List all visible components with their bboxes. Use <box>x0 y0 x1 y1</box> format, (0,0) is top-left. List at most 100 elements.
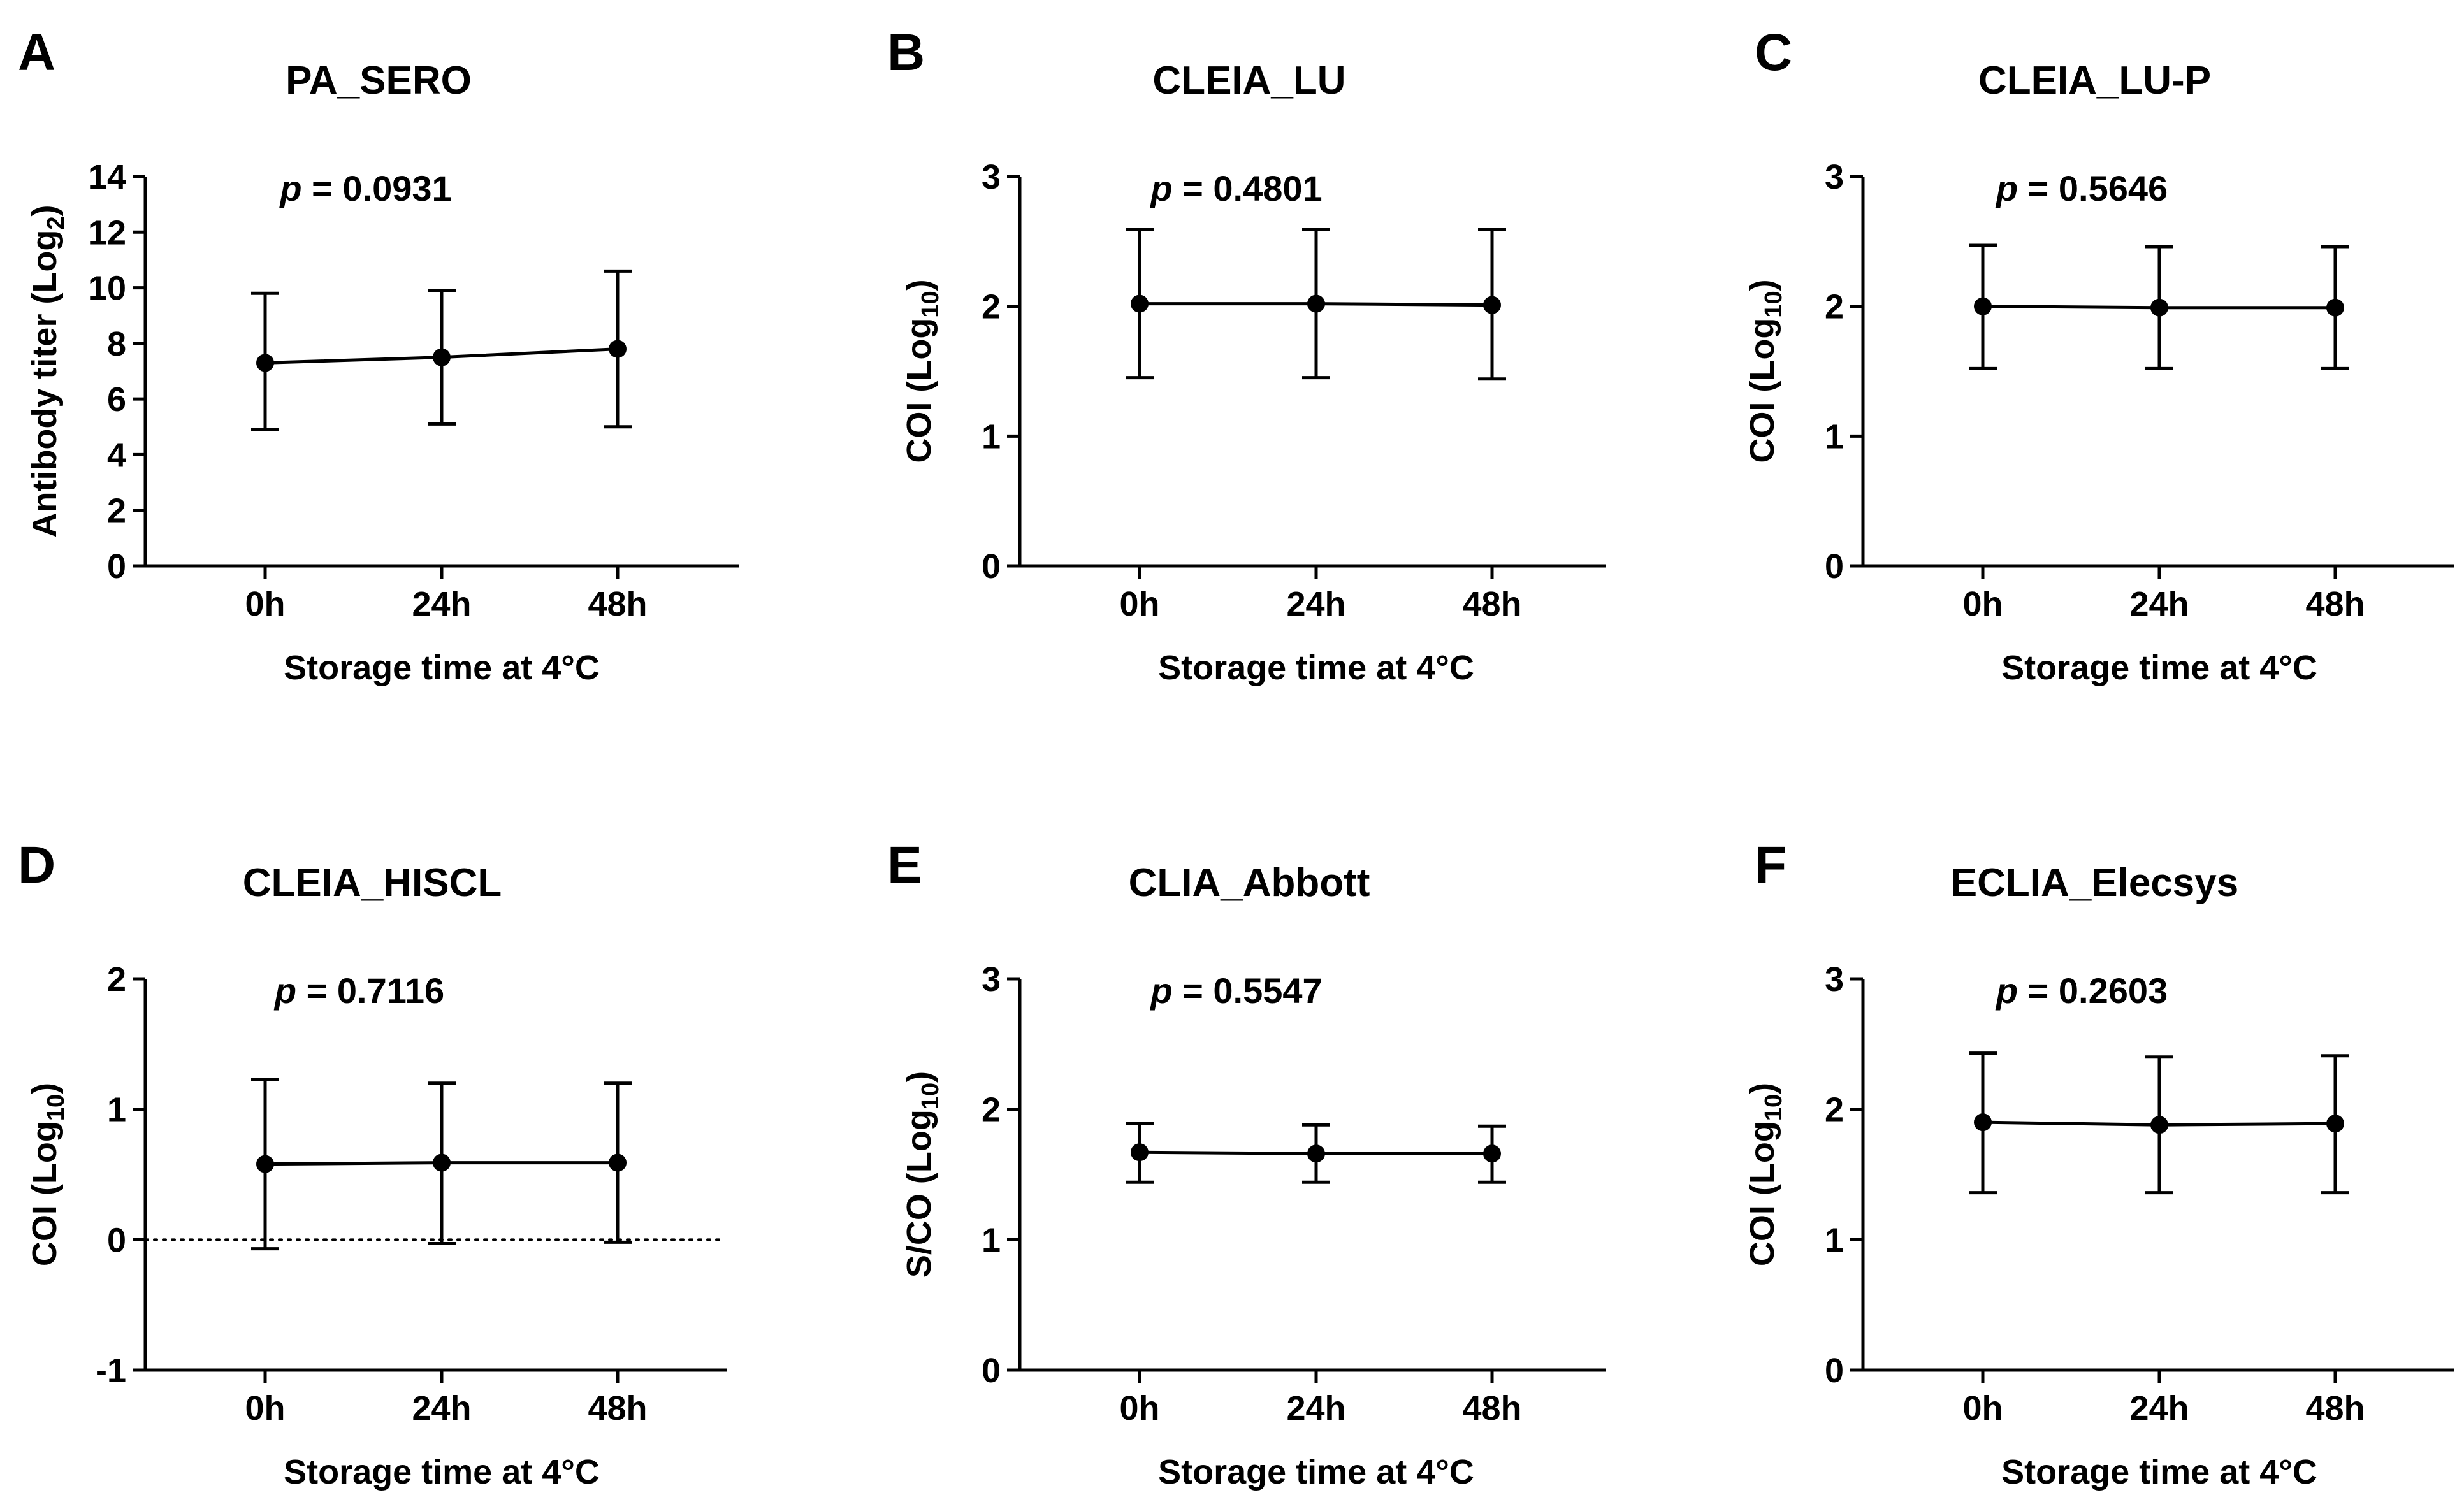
chart-title: CLEIA_HISCL <box>243 861 502 905</box>
y-tick-label: 0 <box>1825 1352 1844 1390</box>
data-point <box>1974 1113 1992 1132</box>
y-tick-label: 10 <box>88 270 126 308</box>
y-tick-label: 2 <box>982 1091 1001 1129</box>
data-point <box>609 340 627 358</box>
x-tick-label: 0h <box>1962 585 2003 623</box>
chart-title: CLEIA_LU <box>1152 59 1345 103</box>
y-tick-label: 1 <box>1825 417 1844 456</box>
panel-letter: E <box>887 836 922 894</box>
y-axis-label-main: COI (Log <box>25 1121 64 1266</box>
y-axis-label-subscript: 10 <box>917 1083 944 1109</box>
y-tick-label: -1 <box>96 1352 126 1390</box>
y-axis-label: COI (Log10) <box>25 1083 69 1266</box>
data-point <box>1131 1143 1149 1162</box>
chart-panel-b: B CLEIA_LUp = 0.4801 0 1 2 3 0h 24h 48h Storage t… <box>887 24 1606 687</box>
y-tick-label: 0 <box>107 547 126 586</box>
data-point <box>609 1153 627 1172</box>
y-tick-label: 3 <box>982 158 1001 196</box>
y-tick-label: 0 <box>982 547 1001 586</box>
y-axis-label-end: ) <box>1743 1083 1781 1094</box>
y-tick-label: 4 <box>107 436 126 474</box>
p-value-text: = 0.5646 <box>2018 168 2168 208</box>
y-tick-label: 3 <box>1825 158 1844 196</box>
x-tick-label: 24h <box>2129 1389 2189 1427</box>
x-axis-label: Storage time at 4°C <box>1158 1453 1474 1491</box>
chart-title: CLIA_Abbott <box>1129 861 1370 905</box>
y-axis-label-subscript: 10 <box>917 291 944 317</box>
x-tick-label: 48h <box>2305 1389 2365 1427</box>
p-value-annotation: p = 0.0931 <box>279 168 451 208</box>
y-axis-label-subscript: 2 <box>43 216 69 229</box>
panel-letter: D <box>18 836 55 894</box>
p-value-annotation: p = 0.4801 <box>1149 168 1322 208</box>
x-axis-label: Storage time at 4°C <box>284 649 600 687</box>
y-tick-label: 0 <box>107 1221 126 1259</box>
x-tick-label: 24h <box>1286 585 1345 623</box>
y-tick-label: 3 <box>982 960 1001 999</box>
y-tick-label: 3 <box>1825 960 1844 999</box>
y-axis-label-subscript: 10 <box>43 1094 69 1121</box>
x-tick-label: 48h <box>588 585 647 623</box>
y-tick-label: 6 <box>107 380 126 419</box>
y-axis-label-end: ) <box>1743 279 1781 291</box>
y-axis-label-main: COI (Log <box>900 318 938 463</box>
p-value-text: = 0.0931 <box>302 168 452 208</box>
x-tick-label: 24h <box>2129 585 2189 623</box>
p-value-annotation: p = 0.2603 <box>1995 971 2168 1011</box>
y-axis-label: S/CO (Log10) <box>900 1071 944 1278</box>
data-point <box>433 348 451 366</box>
y-tick-label: 1 <box>982 1221 1001 1259</box>
p-value-text: = 0.4801 <box>1173 168 1323 208</box>
y-axis-label-end: ) <box>25 205 64 216</box>
data-point <box>1307 294 1325 313</box>
p-value-symbol: p <box>273 971 296 1011</box>
y-tick-label: 2 <box>107 492 126 530</box>
y-tick-label: 14 <box>88 158 126 196</box>
data-point <box>1307 1144 1325 1163</box>
y-axis-label-end: ) <box>900 279 938 291</box>
panel-letter: A <box>18 24 55 82</box>
y-axis-label-end: ) <box>25 1083 64 1094</box>
x-tick-label: 0h <box>1962 1389 2003 1427</box>
y-axis-label-main: COI (Log <box>1743 318 1781 463</box>
x-tick-label: 24h <box>1286 1389 1345 1427</box>
y-tick-label: 0 <box>1825 547 1844 586</box>
p-value-symbol: p <box>1149 168 1172 208</box>
x-tick-label: 48h <box>588 1389 647 1427</box>
y-tick-label: 1 <box>982 417 1001 456</box>
x-axis-label: Storage time at 4°C <box>1158 649 1474 687</box>
x-axis-label: Storage time at 4°C <box>2001 649 2317 687</box>
x-tick-label: 48h <box>2305 585 2365 623</box>
y-tick-label: 0 <box>982 1352 1001 1390</box>
x-tick-label: 0h <box>245 1389 285 1427</box>
data-point <box>2150 298 2168 317</box>
x-tick-label: 0h <box>1119 1389 1159 1427</box>
data-point <box>2326 298 2344 317</box>
chart-title: PA_SERO <box>286 59 472 103</box>
panel-letter: F <box>1755 836 1786 894</box>
data-point <box>1131 294 1149 313</box>
p-value-text: = 0.7116 <box>296 971 444 1011</box>
chart-panel-c: C CLEIA_LU-Pp = 0.5646 0 1 2 3 0h 24h 48h Storage… <box>1743 24 2454 687</box>
data-point <box>1483 296 1501 314</box>
x-tick-label: 48h <box>1462 585 1521 623</box>
p-value-text: = 0.5547 <box>1173 971 1323 1011</box>
x-tick-label: 24h <box>412 585 471 623</box>
p-value-annotation: p = 0.7116 <box>273 971 444 1011</box>
y-tick-label: 2 <box>1825 1091 1844 1129</box>
p-value-annotation: p = 0.5547 <box>1149 971 1322 1011</box>
data-point <box>1974 297 1992 315</box>
p-value-symbol: p <box>1995 168 2018 208</box>
y-axis-label: COI (Log10) <box>1743 279 1787 463</box>
data-point <box>433 1153 451 1172</box>
x-axis-label: Storage time at 4°C <box>2001 1453 2317 1491</box>
p-value-symbol: p <box>1149 971 1172 1011</box>
y-tick-label: 2 <box>107 960 126 999</box>
y-tick-label: 1 <box>107 1091 126 1129</box>
chart-title: ECLIA_Elecsys <box>1951 861 2238 905</box>
